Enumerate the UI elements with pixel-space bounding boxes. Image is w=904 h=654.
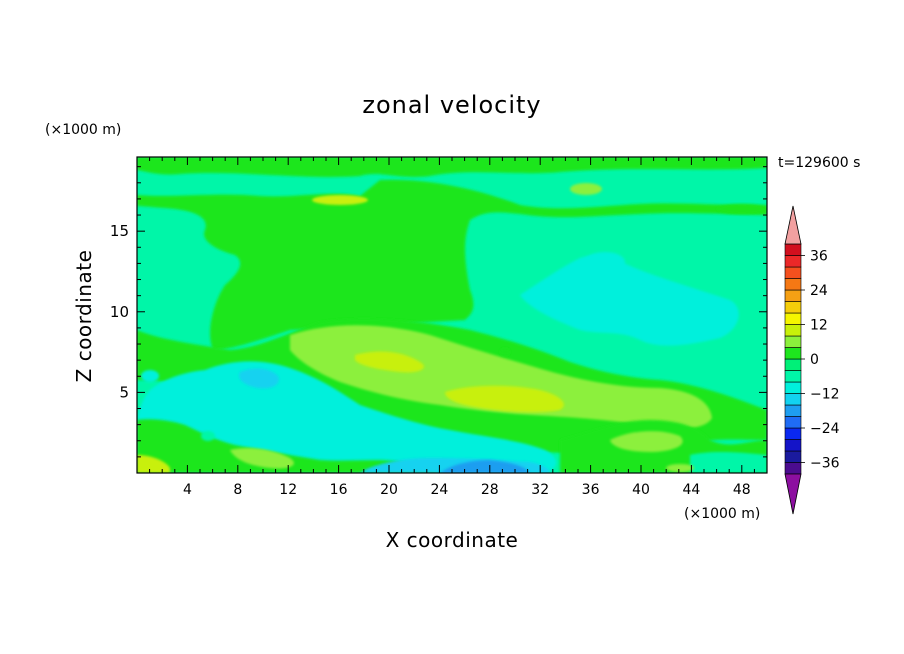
x-tick-label: 20: [380, 482, 398, 498]
right-negative-patch: [520, 255, 739, 346]
colorbar-swatch: [784, 427, 802, 440]
x-tick-label: 28: [481, 482, 499, 498]
x-tick-label: 8: [233, 482, 242, 498]
x-tick-label: 36: [582, 482, 600, 498]
colorbar-tick-label: 12: [810, 318, 828, 334]
colorbar-tick-label: −24: [810, 421, 840, 437]
right-lower-lightgreen: [610, 431, 683, 452]
colorbar-swatch: [784, 289, 802, 302]
x-tick-label: 44: [682, 482, 700, 498]
x-tick-label: 4: [183, 482, 192, 498]
colorbar-tick-label: −12: [810, 387, 840, 403]
colorbar-swatch: [784, 255, 802, 268]
right-negative-patch-2: [585, 252, 625, 272]
colorbar-swatch: [784, 335, 802, 348]
blob-a: [500, 348, 510, 356]
contour-field: [137, 157, 767, 473]
blob-d: [141, 370, 159, 382]
colorbar-swatch: [784, 347, 802, 360]
y-axis: 5 10 15: [110, 166, 767, 458]
colorbar-tick-label: −36: [810, 456, 840, 472]
top-band: [137, 157, 767, 177]
x-tick-label: 16: [330, 482, 348, 498]
lower-green-ribbon: [137, 419, 440, 473]
top-band-2: [137, 179, 767, 350]
colorbar-tick-label: 36: [810, 249, 828, 265]
blob-b: [201, 431, 215, 441]
y-axis-label: Z coordinate: [72, 250, 96, 383]
time-label: t=129600 s: [778, 155, 860, 171]
y-tick-label: 10: [110, 303, 129, 321]
jet-yellow-core: [355, 351, 424, 373]
x-tick-label: 32: [531, 482, 549, 498]
colorbar-swatch: [784, 450, 802, 463]
colorbar-swatch: [784, 462, 802, 475]
colorbar-tick-label: 0: [810, 352, 819, 368]
colorbar-tick-label: 24: [810, 283, 828, 299]
x-tick-label: 24: [430, 482, 448, 498]
top-blob-2: [570, 183, 602, 195]
colorbar-swatch: [784, 439, 802, 452]
lower-yellow-blob: [137, 455, 170, 473]
colorbar-swatch: [784, 266, 802, 279]
colorbar-over-arrow: [784, 205, 802, 245]
colorbar: 36 24 12 0 −12 −24 −36: [784, 205, 840, 515]
bottom-minimum: [440, 460, 530, 473]
top-blob-3: [717, 204, 767, 214]
colorbar-swatch: [784, 370, 802, 383]
x-tick-label: 48: [733, 482, 751, 498]
y-unit-label: (×1000 m): [45, 122, 121, 138]
x-axis-label: X coordinate: [386, 528, 519, 552]
lower-left-negative: [137, 361, 557, 473]
colorbar-swatch: [784, 404, 802, 417]
colorbar-swatch: [784, 381, 802, 394]
right-lower-cyan: [690, 451, 767, 473]
lower-left-deeper: [239, 368, 279, 389]
colorbar-under-arrow: [784, 473, 802, 515]
colorbar-swatch: [784, 358, 802, 371]
jet-lightgreen: [290, 325, 712, 429]
lower-green-ribbon-2: [230, 447, 294, 469]
y-tick-label: 15: [110, 222, 129, 240]
colorbar-swatch: [784, 393, 802, 406]
y-tick-label: 5: [119, 383, 129, 401]
jet-yellow-core-2: [445, 385, 564, 413]
top-blob-1: [312, 195, 368, 205]
x-tick-label: 12: [279, 482, 297, 498]
colorbar-swatch: [784, 243, 802, 256]
colorbar-swatch: [784, 278, 802, 291]
x-tick-label: 40: [632, 482, 650, 498]
blob-c: [666, 464, 694, 472]
x-axis: 4 8 12 16 20 24 28 32 36 40 44 48: [149, 157, 755, 498]
colorbar-swatch: [784, 301, 802, 314]
colorbar-swatch: [784, 324, 802, 337]
chart-title: zonal velocity: [362, 91, 541, 119]
x-unit-label: (×1000 m): [684, 506, 760, 522]
colorbar-swatch: [784, 416, 802, 429]
colorbar-swatch: [784, 312, 802, 325]
